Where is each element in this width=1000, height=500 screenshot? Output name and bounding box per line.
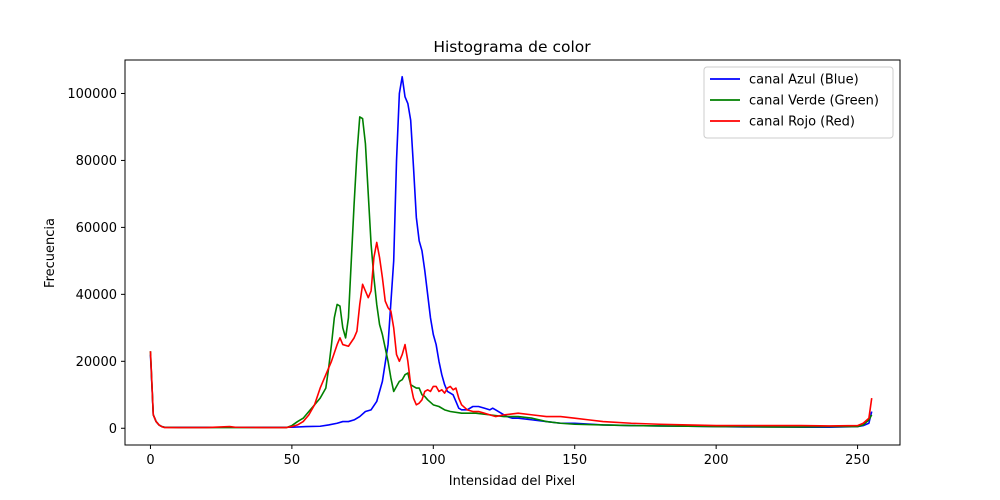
x-tick-label: 200 xyxy=(704,453,729,468)
y-tick-label: 40000 xyxy=(76,288,117,303)
x-axis-label: Intensidad del Pixel xyxy=(449,474,575,489)
legend-box xyxy=(703,66,894,139)
y-tick-label: 80000 xyxy=(76,154,117,169)
x-axis: 0 50 100 150 200 250 xyxy=(146,445,870,468)
series-line-2 xyxy=(149,241,873,429)
legend-label: canal Azul (Blue) xyxy=(749,73,859,88)
plot-frame xyxy=(124,59,901,446)
legend: canal Azul (Blue) canal Verde (Green) cana… xyxy=(703,66,894,139)
series-layer xyxy=(149,75,873,429)
x-tick-label: 0 xyxy=(146,453,154,468)
y-tick-label: 60000 xyxy=(76,221,117,236)
x-tick-label: 100 xyxy=(421,453,446,468)
y-axis-label: Frecuencia xyxy=(43,218,58,288)
y-tick-label: 100000 xyxy=(67,87,117,102)
x-tick-label: 250 xyxy=(845,453,870,468)
legend-label: canal Verde (Green) xyxy=(749,94,879,109)
chart-title: Histograma de color xyxy=(433,38,591,56)
x-tick-label: 150 xyxy=(562,453,587,468)
x-tick-label: 50 xyxy=(284,453,301,468)
series-line-1 xyxy=(149,116,873,429)
legend-label: canal Rojo (Red) xyxy=(749,115,855,130)
y-tick-label: 20000 xyxy=(76,355,117,370)
y-axis: 0 20000 40000 60000 80000 100000 xyxy=(67,87,125,437)
y-tick-label: 0 xyxy=(109,422,117,437)
